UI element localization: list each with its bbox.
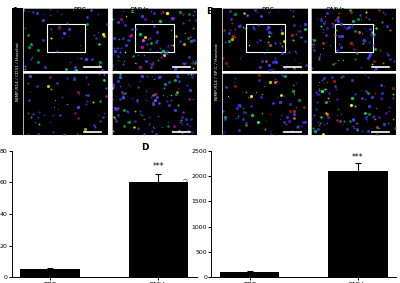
Text: B: B [206,7,213,16]
Text: NIMP-R14 / SP-C / Hoechst: NIMP-R14 / SP-C / Hoechst [215,43,219,100]
Bar [328,171,388,277]
Text: OMVs: OMVs [130,7,150,13]
Bar [220,272,279,277]
Text: OMVs: OMVs [326,7,346,13]
Bar [135,24,174,52]
Bar [129,182,188,277]
Y-axis label: BAL fluid mCXCL1 (pg/mL): BAL fluid mCXCL1 (pg/mL) [184,178,189,250]
Text: D: D [141,143,149,152]
Text: A: A [12,7,19,16]
Text: NIMP-R14 / CD31 / Hoechst: NIMP-R14 / CD31 / Hoechst [16,42,20,101]
Bar [20,269,80,277]
Text: PBS: PBS [262,7,274,13]
Text: PBS: PBS [74,7,86,13]
Bar [246,24,284,52]
Bar [47,24,85,52]
Text: ***: *** [153,162,164,171]
Text: ***: *** [352,153,364,162]
Bar [335,24,373,52]
